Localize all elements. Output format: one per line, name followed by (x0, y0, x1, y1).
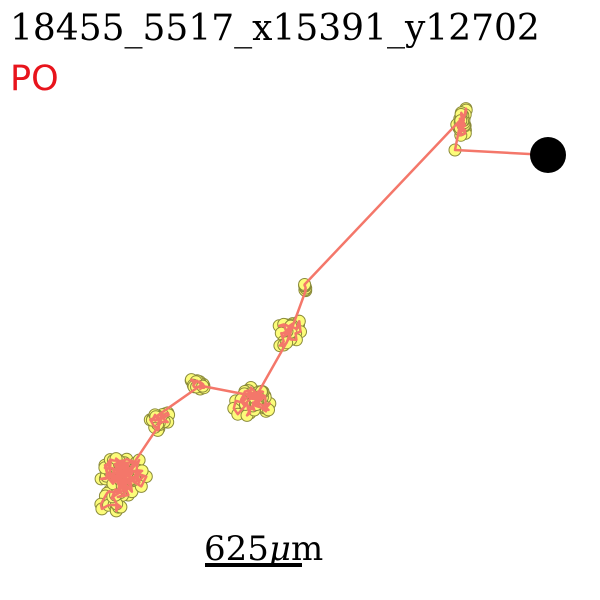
scale-value: 625 (204, 529, 269, 569)
scale-unit-prefix: μ (269, 529, 291, 569)
end-marker (530, 137, 566, 173)
label: PO (10, 59, 59, 99)
title: 18455_5517_x15391_y12702 (10, 8, 540, 49)
track-line (99, 107, 549, 513)
scale-unit: m (291, 529, 323, 569)
trajectory (94, 102, 549, 518)
scale-bar-label: 625μm (204, 529, 323, 569)
